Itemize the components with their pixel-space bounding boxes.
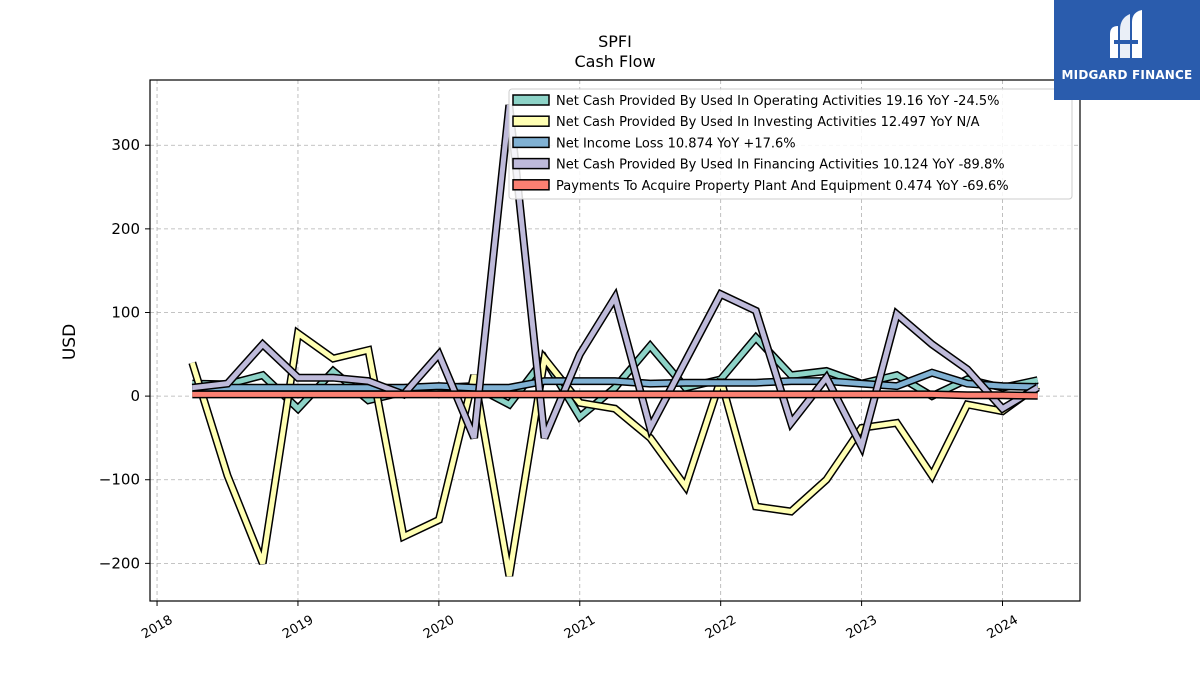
midgard-logo-icon bbox=[1110, 10, 1142, 58]
series-line-4 bbox=[192, 391, 1038, 399]
legend-label: Payments To Acquire Property Plant And E… bbox=[556, 179, 1009, 194]
legend-label: Net Cash Provided By Used In Operating A… bbox=[556, 94, 999, 109]
x-tick-label: 2023 bbox=[844, 613, 880, 643]
x-tick-label: 2021 bbox=[562, 613, 598, 643]
y-tick-label: 0 bbox=[130, 387, 140, 405]
legend-swatch bbox=[512, 136, 550, 149]
series-line-1 bbox=[189, 329, 1040, 577]
logo-text: MIDGARD FINANCE bbox=[1061, 68, 1193, 82]
chart-title: SPFI bbox=[598, 32, 632, 51]
legend-box bbox=[508, 88, 1073, 200]
y-axis-label: USD bbox=[60, 324, 80, 360]
series-outline-1 bbox=[188, 326, 1041, 577]
legend-swatch bbox=[512, 157, 550, 170]
legend: Net Cash Provided By Used In Operating A… bbox=[508, 88, 1073, 200]
logo: MIDGARD FINANCE bbox=[1054, 0, 1200, 100]
legend-label: Net Income Loss 10.874 YoY +17.6% bbox=[556, 136, 796, 151]
y-tick-label: 100 bbox=[111, 303, 140, 321]
legend-swatch bbox=[512, 179, 550, 191]
y-tick-label: −100 bbox=[99, 471, 140, 489]
legend-label: Net Cash Provided By Used In Investing A… bbox=[556, 115, 980, 130]
chart-subtitle: Cash Flow bbox=[574, 52, 656, 71]
y-tick-label: 200 bbox=[111, 220, 140, 238]
x-tick-label: 2024 bbox=[985, 613, 1021, 643]
x-tick-label: 2018 bbox=[139, 613, 175, 643]
series-line-0 bbox=[192, 333, 1039, 421]
x-tick-label: 2019 bbox=[280, 613, 316, 643]
x-tick-label: 2020 bbox=[421, 613, 457, 643]
plot-frame bbox=[149, 79, 1081, 602]
legend-swatch bbox=[512, 94, 550, 106]
series-line-2 bbox=[192, 370, 1038, 391]
y-tick-label: 300 bbox=[111, 136, 140, 154]
y-tick-label: −200 bbox=[99, 554, 140, 572]
series-line-3 bbox=[192, 104, 1039, 454]
legend-label: Net Cash Provided By Used In Financing A… bbox=[556, 158, 1005, 173]
legend-swatch bbox=[512, 115, 550, 127]
x-tick-label: 2022 bbox=[703, 613, 739, 643]
